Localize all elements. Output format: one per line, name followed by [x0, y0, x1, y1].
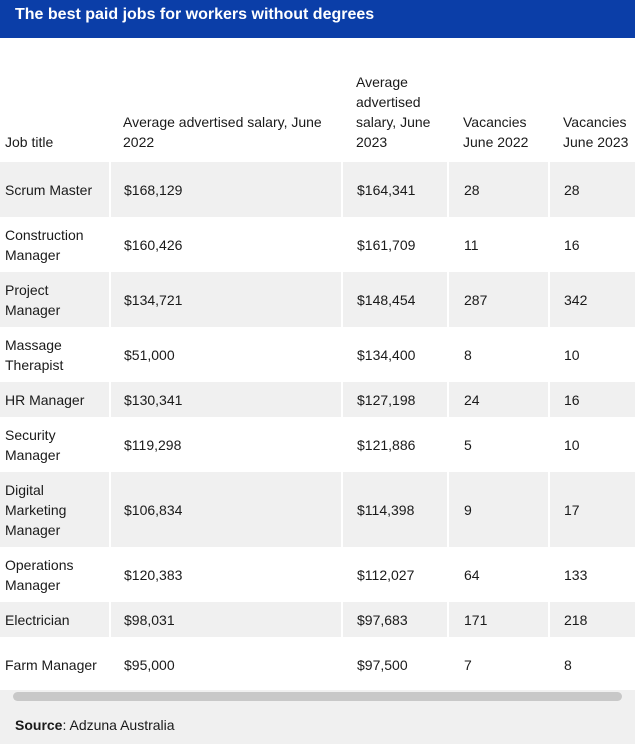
table-cell: $97,500	[342, 637, 449, 690]
table-row: Security Manager $119,298 $121,886 5 10	[0, 417, 635, 472]
table-cell: $121,886	[342, 417, 449, 472]
table-cell: 16	[549, 382, 635, 417]
source-note: Source: Adzuna Australia	[15, 715, 175, 735]
table-scroll-area[interactable]: Job title Average advertised salary, Jun…	[0, 38, 635, 690]
table-cell: $134,400	[342, 327, 449, 382]
table-cell: HR Manager	[0, 382, 111, 417]
table-row: Digital Marketing Manager $106,834 $114,39…	[0, 472, 635, 547]
table-cell: 28	[549, 162, 635, 217]
table-cell: $148,454	[342, 272, 449, 327]
table-cell: Security Manager	[0, 417, 111, 472]
table-header-row: Job title Average advertised salary, Jun…	[0, 38, 635, 162]
table-cell: $168,129	[110, 162, 343, 217]
table-cell: Farm Manager	[0, 637, 111, 690]
table-cell: Digital Marketing Manager	[0, 472, 111, 547]
table-cell: 5	[448, 417, 550, 472]
table-row: Operations Manager $120,383 $112,027 64 133	[0, 547, 635, 602]
table-cell: $97,683	[342, 602, 449, 637]
table-cell: 171	[448, 602, 550, 637]
table-cell: Scrum Master	[0, 162, 111, 217]
table-row: Electrician $98,031 $97,683 171 218	[0, 602, 635, 637]
table-cell: $130,341	[110, 382, 343, 417]
table-cell: 342	[549, 272, 635, 327]
table-cell: 133	[549, 547, 635, 602]
table-row: HR Manager $130,341 $127,198 24 16	[0, 382, 635, 417]
source-value: : Adzuna Australia	[62, 717, 175, 733]
table-cell: 17	[549, 472, 635, 547]
column-header: Average advertised salary, June 2023	[356, 74, 431, 150]
column-header: Average advertised salary, June 2022	[123, 114, 322, 150]
table-cell: 24	[448, 382, 550, 417]
table-row: Farm Manager $95,000 $97,500 7 8	[0, 637, 635, 690]
table-cell: Operations Manager	[0, 547, 111, 602]
table-row: Scrum Master $168,129 $164,341 28 28	[0, 162, 635, 217]
table-cell: 287	[448, 272, 550, 327]
table-cell: 9	[448, 472, 550, 547]
table-cell: $51,000	[110, 327, 343, 382]
table-cell: $134,721	[110, 272, 343, 327]
column-header: Job title	[5, 134, 54, 150]
table-cell: $120,383	[110, 547, 343, 602]
table-cell: $95,000	[110, 637, 343, 690]
table-cell: $112,027	[342, 547, 449, 602]
table-cell: 64	[448, 547, 550, 602]
salary-table: Job title Average advertised salary, Jun…	[0, 38, 635, 690]
table-cell: $127,198	[342, 382, 449, 417]
table-cell: 16	[549, 217, 635, 272]
table-cell: 8	[448, 327, 550, 382]
table-cell: 10	[549, 417, 635, 472]
table-cell: 28	[448, 162, 550, 217]
table-cell: Massage Therapist	[0, 327, 111, 382]
table-cell: $106,834	[110, 472, 343, 547]
table-cell: 218	[549, 602, 635, 637]
table-row: Massage Therapist $51,000 $134,400 8 10	[0, 327, 635, 382]
table-cell: 7	[448, 637, 550, 690]
column-header: Vacancies June 2023	[563, 114, 629, 150]
chart-title: The best paid jobs for workers without d…	[0, 0, 635, 38]
table-cell: 10	[549, 327, 635, 382]
table-cell: $98,031	[110, 602, 343, 637]
table-row: Project Manager $134,721 $148,454 287 342	[0, 272, 635, 327]
column-header: Vacancies June 2022	[463, 114, 529, 150]
table-cell: 8	[549, 637, 635, 690]
table-body: Scrum Master $168,129 $164,341 28 28 Construc…	[0, 162, 635, 690]
table-cell: 11	[448, 217, 550, 272]
table-row: Construction Manager $160,426 $161,709 11 16	[0, 217, 635, 272]
table-cell: Electrician	[0, 602, 111, 637]
source-label: Source	[15, 717, 63, 733]
table-cell: $164,341	[342, 162, 449, 217]
table-cell: $119,298	[110, 417, 343, 472]
table-cell: $160,426	[110, 217, 343, 272]
table-cell: $114,398	[342, 472, 449, 547]
table-cell: Construction Manager	[0, 217, 111, 272]
horizontal-scrollbar[interactable]	[13, 692, 622, 701]
table-cell: Project Manager	[0, 272, 111, 327]
table-cell: $161,709	[342, 217, 449, 272]
